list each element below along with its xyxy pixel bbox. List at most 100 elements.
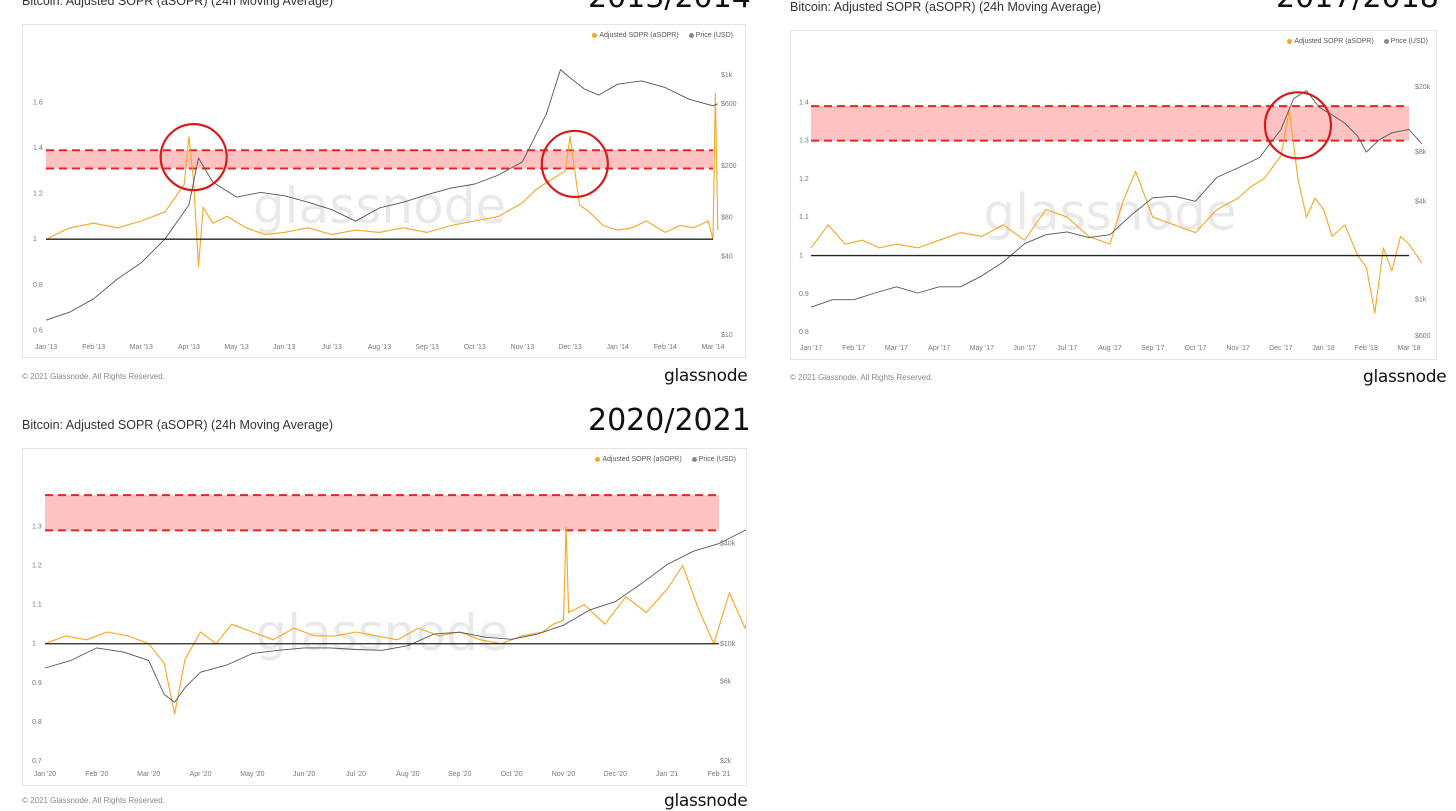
series-line-price — [45, 69, 718, 321]
legend-dot-sopr — [1287, 38, 1293, 44]
x-tick-label: Sep '17 — [1141, 345, 1165, 352]
x-tick-label: Aug '20 — [396, 771, 420, 778]
watermark: glassnode — [255, 604, 508, 662]
y-left-tick-label: 1 — [32, 641, 36, 648]
x-tick-label: Dec '17 — [1269, 345, 1293, 352]
chart-svg: glassnode 0.7 0.8 0.9 1 1.1 1.2 1.3 $2k $6k $10k $4… — [32, 494, 746, 778]
x-tick-label: May '20 — [240, 771, 264, 778]
legend: Adjusted SOPR (aSOPR) Price (USD) — [1279, 38, 1428, 45]
x-tick-label: Oct '17 — [1184, 345, 1206, 352]
x-tick-label: Jun '17 — [1013, 345, 1035, 352]
x-tick-label: Feb '14 — [654, 344, 677, 351]
y-right-tick-label: $40 — [721, 254, 733, 261]
x-tick-label: Jul '13 — [322, 344, 342, 351]
x-tick-label: Aug '13 — [368, 344, 392, 351]
x-tick-label: Mar '14 — [701, 344, 724, 351]
glassnode-logo: glassnode — [1363, 367, 1447, 387]
y-left-tick-label: 0.9 — [799, 291, 809, 298]
legend-label-sopr: Adjusted SOPR (aSOPR) — [1294, 38, 1374, 45]
y-left-tick-label: 1.4 — [799, 99, 809, 106]
chart-svg: glassnode 0.6 0.8 1 1.2 1.4 1.6 $10 $40 $80 $200 $6… — [33, 69, 737, 351]
y-left-tick-label: 1.2 — [799, 176, 809, 183]
y-left-tick-label: 1.2 — [32, 563, 42, 570]
legend: Adjusted SOPR (aSOPR) Price (USD) — [587, 456, 736, 463]
y-right-tick-label: $1k — [1415, 297, 1427, 304]
y-left-tick-label: 1 — [799, 253, 803, 260]
y-left-tick-label: 0.7 — [32, 758, 42, 765]
x-tick-label: Mar '13 — [130, 344, 153, 351]
highlight-circle — [540, 129, 609, 199]
x-tick-label: Apr '20 — [190, 771, 212, 778]
series-line-price — [44, 529, 746, 703]
x-tick-label: Feb '20 — [85, 771, 108, 778]
glassnode-logo: glassnode — [664, 366, 748, 386]
y-left-tick-label: 0.6 — [33, 327, 43, 334]
x-tick-label: Mar '18 — [1397, 345, 1420, 352]
x-tick-label: Apr '17 — [928, 345, 950, 352]
y-left-tick-label: 0.8 — [799, 329, 809, 336]
legend-dot-sopr — [592, 32, 598, 38]
y-left-tick-label: 1 — [33, 236, 37, 243]
x-tick-label: Sep '13 — [415, 344, 439, 351]
x-tick-label: Jan '20 — [34, 771, 56, 778]
copyright: © 2021 Glassnode. All Rights Reserved. — [22, 372, 165, 381]
x-tick-label: Feb '17 — [842, 345, 865, 352]
x-tick-label: May '13 — [224, 344, 248, 351]
y-right-tick-label: $40k — [720, 541, 736, 548]
chart-svg: glassnode 0.8 0.9 1 1.1 1.2 1.3 1.4 $600 $1k $4k $8… — [799, 84, 1431, 352]
y-left-tick-label: 1.4 — [33, 145, 43, 152]
watermark: glassnode — [983, 184, 1236, 242]
y-right-tick-label: $80 — [721, 215, 733, 222]
x-tick-label: Nov '20 — [552, 771, 576, 778]
threshold-band — [46, 150, 713, 169]
x-tick-label: Jul '20 — [346, 771, 366, 778]
legend-dot-price — [691, 456, 697, 462]
y-left-tick-label: 1.6 — [33, 99, 43, 106]
threshold-band — [811, 106, 1409, 141]
y-left-tick-label: 0.8 — [32, 719, 42, 726]
chart-frame: glassnode 0.6 0.8 1 1.2 1.4 1.6 $10 $40 $80 $200 $6… — [22, 24, 746, 358]
legend-dot-price — [688, 32, 694, 38]
x-tick-label: Feb '13 — [82, 344, 105, 351]
y-right-tick-label: $10k — [720, 641, 736, 648]
legend-label-price: Price (USD) — [698, 456, 736, 463]
chart-frame: glassnode 0.7 0.8 0.9 1 1.1 1.2 1.3 $2k $6k $10k $4… — [22, 448, 747, 786]
x-tick-label: Oct '20 — [501, 771, 523, 778]
x-tick-label: Jan '21 — [656, 771, 678, 778]
period-label: 2020/2021 — [588, 403, 751, 438]
y-right-tick-label: $600 — [721, 101, 737, 108]
y-right-tick-label: $1k — [721, 72, 733, 79]
x-tick-label: Jan '18 — [1312, 345, 1334, 352]
y-right-tick-label: $600 — [1415, 333, 1431, 340]
y-left-tick-label: 0.8 — [33, 282, 43, 289]
y-left-tick-label: 1.3 — [799, 138, 809, 145]
threshold-band — [45, 495, 719, 531]
x-tick-label: Apr '13 — [178, 344, 200, 351]
y-right-tick-label: $10 — [721, 332, 733, 339]
x-tick-label: Jun '20 — [293, 771, 315, 778]
x-tick-label: Sep '20 — [448, 771, 472, 778]
legend-dot-price — [1383, 38, 1389, 44]
y-left-tick-label: 1.1 — [32, 602, 42, 609]
x-tick-label: Jan '14 — [607, 344, 629, 351]
legend-label-price: Price (USD) — [1390, 38, 1428, 45]
x-tick-label: Jun '13 — [273, 344, 295, 351]
glassnode-logo: glassnode — [664, 791, 748, 811]
period-label: 2013/2014 — [588, 0, 751, 15]
chart-title: Bitcoin: Adjusted SOPR (aSOPR) (24h Movi… — [22, 0, 334, 8]
y-left-tick-label: 1.3 — [32, 523, 42, 530]
x-tick-label: Aug '17 — [1098, 345, 1122, 352]
highlight-circle — [1263, 91, 1333, 160]
watermark: glassnode — [253, 177, 506, 235]
x-tick-label: Feb '18 — [1355, 345, 1378, 352]
copyright: © 2021 Glassnode. All Rights Reserved. — [790, 373, 933, 382]
series-line-sopr — [44, 525, 746, 715]
legend-label-price: Price (USD) — [695, 32, 733, 39]
y-right-tick-label: $6k — [720, 678, 732, 685]
y-right-tick-label: $8k — [1415, 149, 1427, 156]
y-right-tick-label: $4k — [1415, 198, 1427, 205]
x-tick-label: Feb '21 — [707, 771, 730, 778]
series-line-sopr — [810, 109, 1423, 314]
x-tick-label: Mar '20 — [137, 771, 160, 778]
x-tick-label: Oct '13 — [464, 344, 486, 351]
